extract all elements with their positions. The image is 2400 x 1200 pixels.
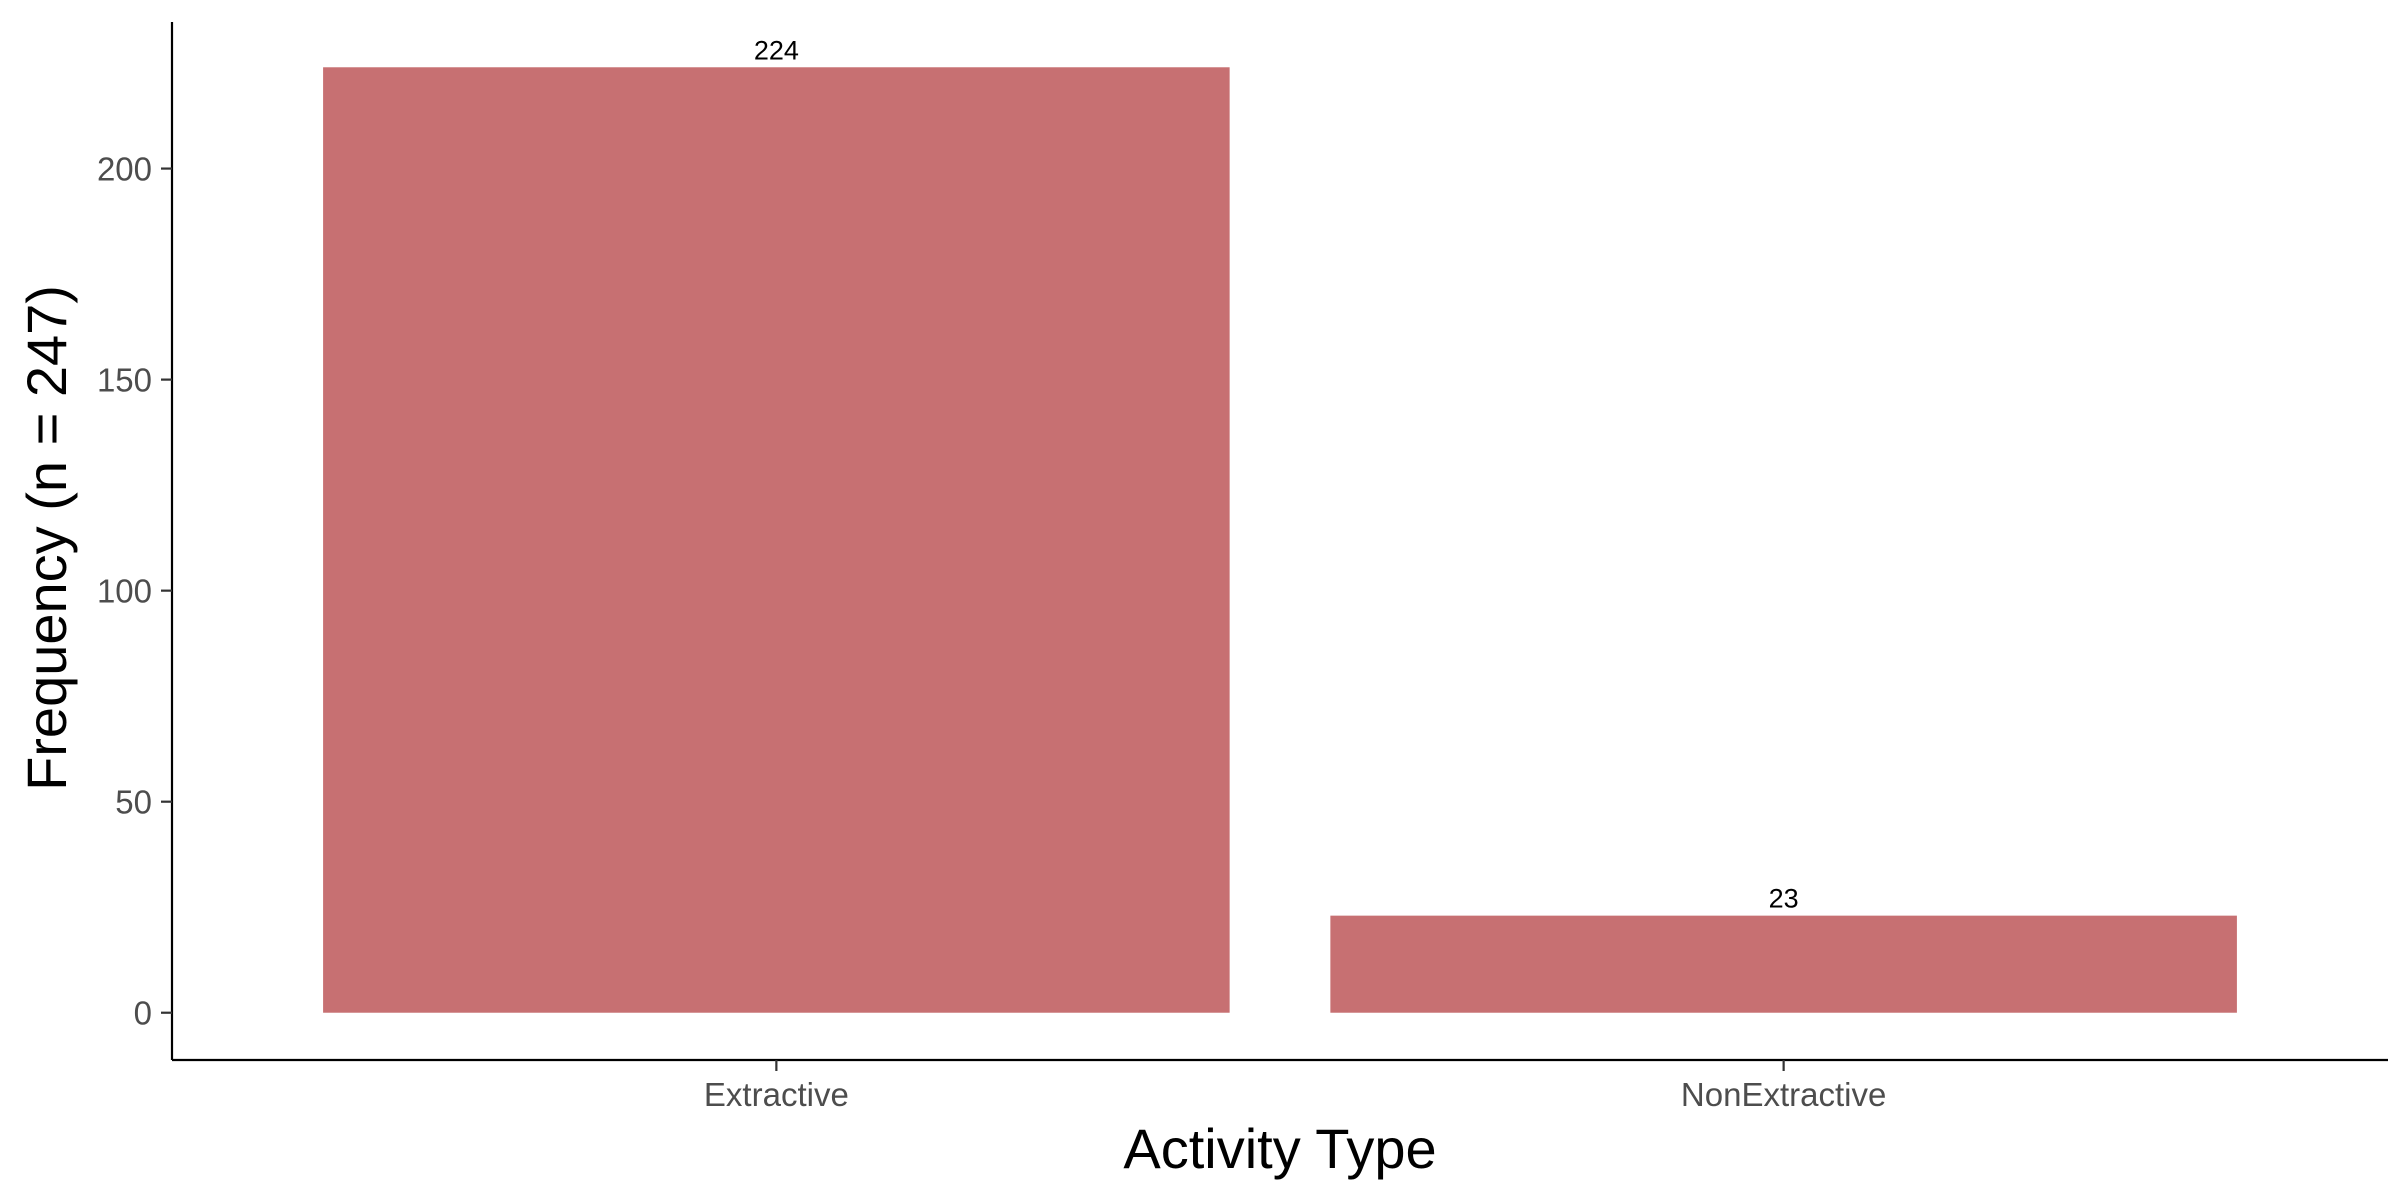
x-tick-label: NonExtractive — [1681, 1076, 1886, 1113]
y-tick-label: 200 — [97, 151, 152, 188]
bars-layer — [323, 67, 2237, 1013]
y-axis-ticks: 0 50 100 150 200 — [97, 151, 172, 1032]
y-tick-label: 100 — [97, 573, 152, 610]
y-axis-title: Frequency (n = 247) — [15, 285, 78, 791]
y-tick-label: 150 — [97, 362, 152, 399]
x-axis-ticks: Extractive NonExtractive — [704, 1060, 1886, 1113]
bar-value-label: 224 — [754, 35, 799, 65]
bar-value-label: 23 — [1769, 884, 1799, 914]
bar-nonextractive — [1330, 915, 2237, 1013]
y-tick-label: 50 — [115, 784, 152, 821]
x-tick-label: Extractive — [704, 1076, 849, 1113]
data-labels-layer: 224 23 — [754, 35, 1799, 913]
y-tick-label: 0 — [134, 995, 152, 1032]
x-axis-title: Activity Type — [1123, 1117, 1436, 1180]
bar-extractive — [323, 67, 1230, 1013]
